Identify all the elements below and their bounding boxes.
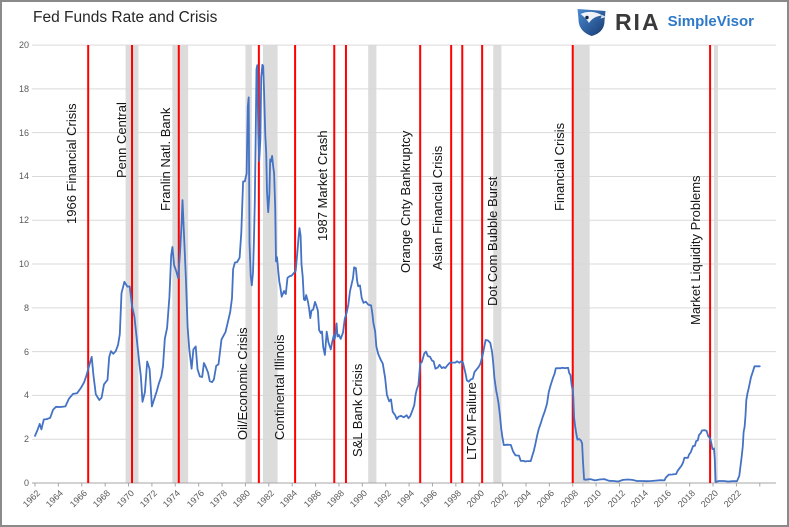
eagle-logo-icon (577, 9, 607, 36)
brand-logo: RIA SimpleVisor (575, 7, 754, 37)
fed-funds-line (34, 63, 761, 483)
chart-title: Fed Funds Rate and Crisis (33, 9, 218, 26)
logo-brand-text: RIA (614, 9, 661, 35)
logo-product-text: SimpleVisor (667, 13, 754, 30)
